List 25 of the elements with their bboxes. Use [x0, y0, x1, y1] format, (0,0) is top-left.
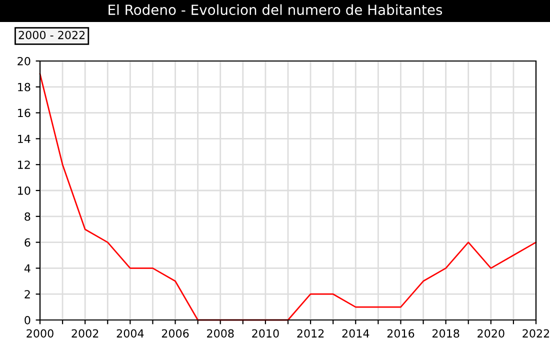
- x-tick-label: 2012: [297, 329, 324, 338]
- y-tick-label: 10: [18, 186, 30, 195]
- x-tick-label: 2018: [432, 329, 460, 338]
- y-tick-label: 18: [18, 82, 30, 92]
- x-tick-label: 2014: [342, 329, 370, 338]
- text: 2000 - 2022: [18, 30, 85, 40]
- x-tick-label: 2004: [116, 329, 144, 338]
- x-tick-label: 2020: [478, 329, 504, 338]
- y-tick-label: 0: [24, 316, 30, 324]
- chart-title: El Rodeno - Evolucion del numero de Habitantes: [108, 4, 442, 16]
- x-tick-label: 2010: [252, 329, 279, 338]
- x-tick-label: 2008: [207, 329, 234, 338]
- y-tick-label: 12: [18, 160, 30, 169]
- x-tick-label: 2006: [162, 329, 189, 338]
- y-tick-label: 4: [24, 264, 30, 272]
- x-tick-label: 2000: [26, 329, 54, 338]
- y-tick-label: 14: [18, 134, 30, 143]
- y-tick-label: 6: [24, 238, 30, 247]
- x-tick-label: 2002: [72, 329, 98, 338]
- x-tick-label: 2022: [522, 329, 550, 338]
- y-tick-label: 2: [24, 290, 30, 298]
- x-tick-label: 2016: [387, 329, 414, 338]
- y-tick-label: 8: [24, 212, 30, 221]
- y-tick-label: 16: [18, 108, 30, 118]
- y-tick-label: 20: [18, 56, 30, 66]
